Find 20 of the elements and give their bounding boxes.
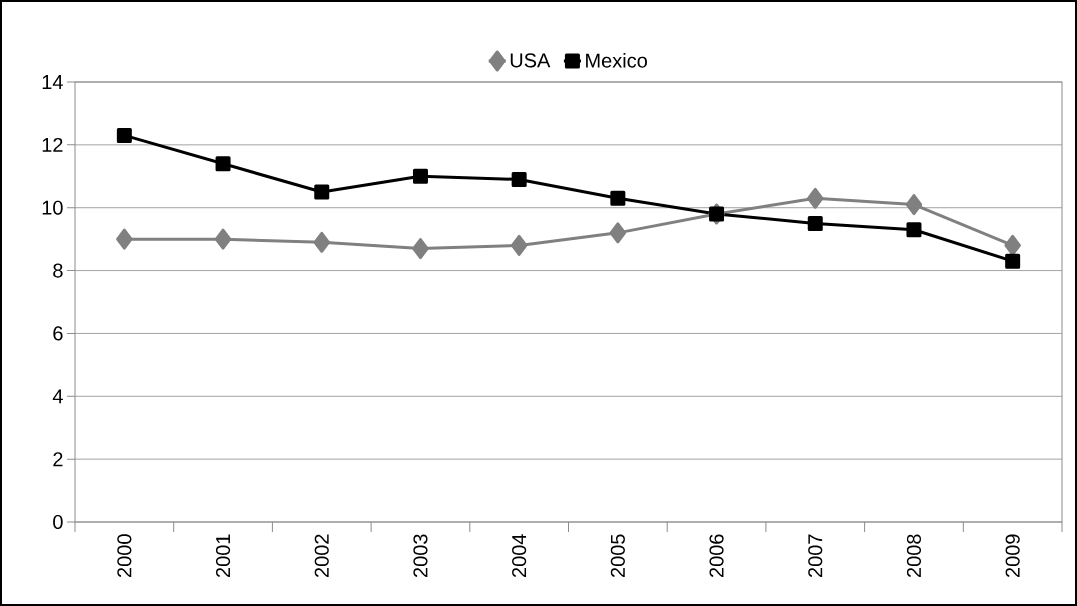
y-tick-label: 12 — [42, 137, 63, 152]
y-tick-label: 0 — [53, 514, 63, 530]
x-tick-label: 2005 — [610, 534, 625, 578]
legend-label: USA — [510, 53, 551, 68]
y-tick-label: 6 — [53, 326, 63, 341]
x-tick-label: 2007 — [808, 534, 823, 578]
y-tick-label: 14 — [42, 75, 63, 89]
y-tick-label: 8 — [53, 263, 63, 278]
y-tick-label: 2 — [53, 452, 63, 467]
x-tick-label: 2000 — [117, 534, 132, 578]
x-tick-label: 2008 — [906, 534, 922, 578]
y-tick-label: 10 — [42, 200, 63, 215]
x-tick-label: 2003 — [413, 534, 428, 578]
x-tick-label: 2001 — [215, 534, 231, 578]
x-tick-label: 2004 — [512, 534, 527, 578]
x-tick-label: 2006 — [709, 534, 724, 578]
y-tick-label: 4 — [52, 389, 63, 404]
x-tick-label: 2009 — [1005, 534, 1020, 578]
legend-label: Mexico — [586, 53, 647, 68]
x-tick-label: 2002 — [314, 534, 329, 578]
